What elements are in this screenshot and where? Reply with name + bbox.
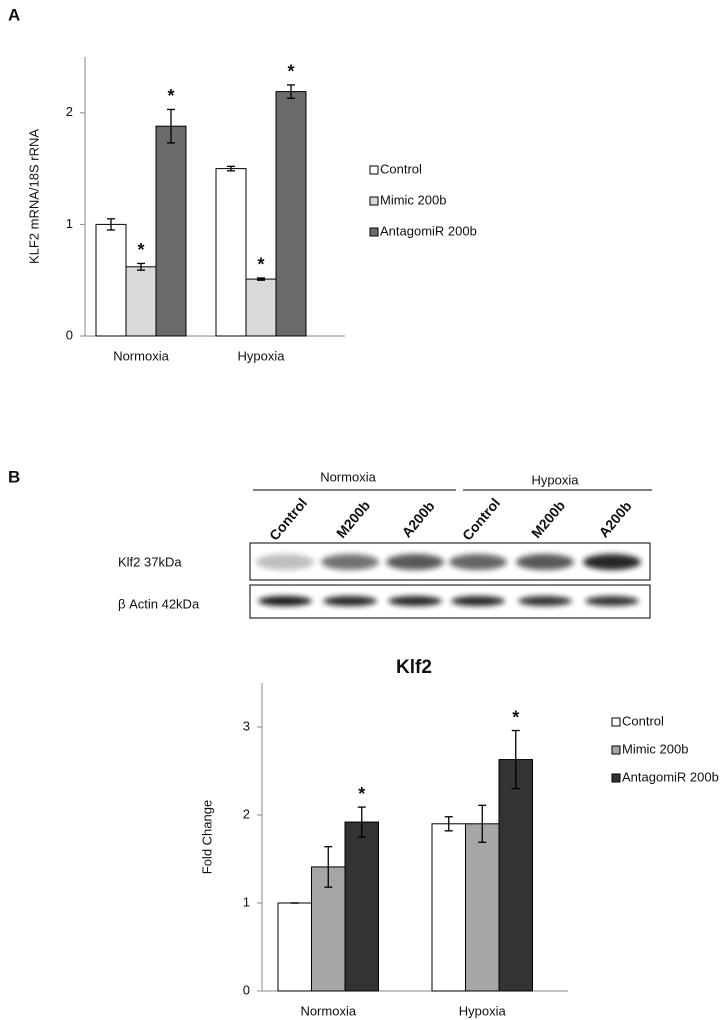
y-tick-label: 1 <box>66 216 73 231</box>
significance: * <box>358 784 365 804</box>
lane-label: Control <box>459 495 503 543</box>
bar <box>95 223 127 337</box>
y-tick-label: 3 <box>243 718 250 733</box>
group-label: Hypoxia <box>532 472 580 487</box>
bar <box>215 168 247 337</box>
significance: * <box>287 62 294 82</box>
error-bar <box>107 218 115 231</box>
x-tick-label: Normoxia <box>300 1003 356 1018</box>
row-label: Klf2 37kDa <box>118 554 182 569</box>
legend-label: Control <box>380 161 422 176</box>
x-tick-label: Hypoxia <box>238 348 286 363</box>
bar <box>465 823 500 992</box>
bar <box>344 821 379 992</box>
y-tick-label: 2 <box>243 806 250 821</box>
band <box>388 596 442 606</box>
group-label: Normoxia <box>320 469 376 484</box>
band <box>256 554 314 570</box>
legend-label: AntagomiR 200b <box>622 769 719 784</box>
lane-label: A200b <box>595 498 634 540</box>
bar <box>125 266 157 337</box>
x-tick-label: Hypoxia <box>459 1003 507 1018</box>
y-tick-label: 0 <box>243 982 250 997</box>
band <box>518 596 572 606</box>
y-tick-label: 0 <box>66 327 73 342</box>
band <box>449 554 507 570</box>
band <box>451 596 505 606</box>
band <box>583 554 641 570</box>
lane-label: Control <box>266 495 310 543</box>
significance: * <box>512 707 519 727</box>
legend-label: Mimic 200b <box>622 741 688 756</box>
y-tick-label: 1 <box>243 894 250 909</box>
panel-label: B <box>8 467 20 486</box>
lane-label: A200b <box>398 498 437 540</box>
legend-label: AntagomiR 200b <box>380 223 477 238</box>
significance: * <box>137 240 144 260</box>
significance: * <box>167 86 174 106</box>
y-axis-label: KLF2 mRNA/18S rRNA <box>26 129 41 264</box>
legend-swatch <box>611 773 621 783</box>
lane-label: M200b <box>333 497 373 541</box>
legend-swatch <box>611 717 621 727</box>
legend-label: Mimic 200b <box>380 192 446 207</box>
error-bar <box>137 262 145 271</box>
bar <box>155 125 187 337</box>
legend-swatch <box>369 165 379 175</box>
band <box>321 554 379 570</box>
error-bar <box>227 165 235 172</box>
band <box>516 554 574 570</box>
band <box>323 596 377 606</box>
bar <box>245 278 277 337</box>
band <box>585 596 639 606</box>
error-bar <box>257 277 265 281</box>
error-bar <box>478 804 487 843</box>
significance: * <box>257 255 264 275</box>
y-axis-label: Fold Change <box>199 800 214 874</box>
legend-swatch <box>369 227 379 237</box>
error-bar <box>167 108 175 144</box>
legend-label: Control <box>622 713 664 728</box>
legend-swatch <box>611 745 621 755</box>
blot: Normoxia Hypoxia Klf2 37kDa β Actin 42kD… <box>118 469 652 619</box>
blot-box <box>249 584 651 619</box>
row-label: β Actin 42kDa <box>118 596 200 611</box>
x-tick-label: Normoxia <box>113 348 169 363</box>
error-bar <box>444 816 453 832</box>
bar <box>498 759 533 992</box>
error-bar <box>511 729 520 790</box>
lane-label: M200b <box>528 497 568 541</box>
panel-label: A <box>8 5 20 24</box>
y-tick-label: 2 <box>66 104 73 119</box>
bar <box>275 91 307 337</box>
error-bar <box>357 806 366 838</box>
legend-swatch <box>369 196 379 206</box>
error-bar <box>287 84 295 99</box>
band <box>258 596 312 606</box>
chart-title: Klf2 <box>396 657 432 678</box>
bar <box>431 823 466 992</box>
band <box>386 554 444 570</box>
error-bar <box>324 846 333 888</box>
bar <box>277 902 312 992</box>
